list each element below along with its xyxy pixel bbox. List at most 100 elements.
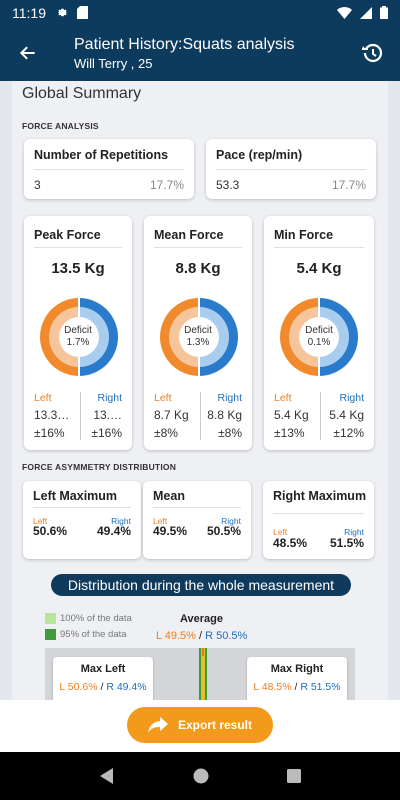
force-title: Min Force: [274, 228, 334, 242]
pace-value: 53.3: [216, 178, 240, 192]
asym-title: Left Maximum: [33, 489, 118, 503]
page-title: Patient History:Squats analysis: [74, 35, 295, 53]
column-separator: [80, 392, 81, 440]
right-header: Right: [339, 392, 364, 404]
left-percent: ±8%: [154, 426, 178, 440]
right-header: Right: [111, 516, 131, 526]
history-icon: [362, 43, 383, 63]
divider: [216, 169, 366, 170]
max-left-title: Max Left: [80, 663, 126, 675]
repetitions-value: 3: [34, 178, 41, 192]
right-header: Right: [344, 527, 364, 537]
left-percent: ±16%: [34, 426, 65, 440]
left-value: 50.6%: [33, 524, 68, 538]
legend-100-label: 100% of the data: [60, 613, 132, 624]
signal-icon: [360, 6, 372, 19]
content-area[interactable]: Global Summary FORCE ANALYSIS Number of …: [12, 81, 388, 700]
app-bar: Patient History:Squats analysis Will Ter…: [0, 25, 400, 81]
pace-title: Pace (rep/min): [216, 148, 303, 162]
distribution-100-band: [201, 648, 205, 700]
left-header: Left: [274, 392, 292, 404]
deficit-label: Deficit 1.7%: [64, 325, 92, 348]
right-header: Right: [221, 516, 241, 526]
right-percent: ±16%: [91, 426, 122, 440]
average-label: Average: [180, 613, 224, 625]
force-title: Peak Force: [34, 228, 101, 242]
pace-percent: 17.7%: [331, 178, 366, 192]
force-asymmetry-label: FORCE ASYMMETRY DISTRIBUTION: [22, 462, 177, 472]
battery-icon: [380, 6, 388, 19]
history-button[interactable]: [344, 25, 400, 81]
left-value: 5.4 Kg: [274, 408, 309, 422]
asym-title: Mean: [153, 489, 185, 503]
repetitions-title: Number of Repetitions: [34, 148, 169, 162]
column-separator: [200, 392, 201, 440]
deficit-label: Deficit 0.1%: [305, 325, 333, 348]
left-value: 13.3…: [34, 408, 70, 422]
max-right-title: Max Right: [270, 663, 324, 675]
legend-100: 100% of the data: [45, 613, 132, 624]
right-percent: ±8%: [218, 426, 242, 440]
legend-95-label: 95% of the data: [60, 629, 127, 640]
max-left-card: Max Left L 50.6% / R 49.4%: [53, 657, 153, 700]
left-header: Left: [34, 392, 52, 404]
force-title: Mean Force: [154, 228, 224, 242]
deficit-donut: [40, 298, 118, 376]
export-result-button[interactable]: Export result: [127, 707, 273, 743]
column-separator: [320, 392, 321, 440]
system-nav-bar: [0, 752, 400, 800]
force-value: 13.5 Kg: [51, 260, 105, 277]
divider: [33, 507, 131, 508]
min-force-card: Min Force 5.4 Kg Deficit 0.1% Left Right …: [264, 216, 374, 450]
right-value: 49.4%: [96, 524, 131, 538]
left-maximum-card: Left Maximum Left Right 50.6% 49.4%: [23, 481, 141, 559]
divider: [154, 247, 242, 248]
max-right-value: L 48.5% / R 51.5%: [253, 681, 341, 693]
legend-swatch-100: [45, 613, 56, 624]
divider: [34, 247, 122, 248]
repetitions-card: Number of Repetitions 3 17.7%: [24, 139, 194, 199]
back-button[interactable]: [0, 25, 56, 81]
mean-force-card: Mean Force 8.8 Kg Deficit 1.3% Left Right…: [144, 216, 252, 450]
divider: [34, 169, 184, 170]
right-percent: ±12%: [333, 426, 364, 440]
patient-subtitle: Will Terry , 25: [74, 55, 153, 71]
status-time: 11:19: [12, 4, 46, 21]
wifi-icon: [337, 6, 352, 19]
max-right-card: Max Right L 48.5% / R 51.5%: [247, 657, 347, 700]
left-header: Left: [273, 527, 288, 537]
status-bar: 11:19: [0, 0, 400, 25]
right-value: 50.5%: [206, 524, 241, 538]
right-value: 8.8 Kg: [207, 408, 242, 422]
nav-home-icon[interactable]: [193, 768, 209, 784]
left-value: 49.5%: [153, 524, 188, 538]
distribution-banner: Distribution during the whole measuremen…: [51, 574, 351, 596]
divider: [273, 513, 364, 514]
settings-icon: [57, 8, 68, 17]
right-value: 13.…: [93, 408, 122, 422]
right-maximum-card: Right Maximum Left Right 48.5% 51.5%: [263, 481, 374, 559]
right-value: 51.5%: [329, 536, 364, 550]
left-value: 8.7 Kg: [154, 408, 189, 422]
share-arrow-icon: [147, 717, 168, 733]
force-value: 5.4 Kg: [296, 260, 342, 277]
divider: [153, 507, 241, 508]
left-header: Left: [33, 516, 48, 526]
deficit-donut: [160, 298, 238, 376]
left-header: Left: [154, 392, 172, 404]
right-header: Right: [97, 392, 122, 404]
global-summary-heading: Global Summary: [22, 85, 142, 102]
left-percent: ±13%: [274, 426, 305, 440]
peak-force-card: Peak Force 13.5 Kg Deficit 1.7% Left Righ…: [24, 216, 132, 450]
export-label: Export result: [177, 718, 252, 732]
nav-recents-icon[interactable]: [287, 769, 301, 783]
arrow-left-icon: [19, 46, 35, 60]
right-value: 5.4 Kg: [329, 408, 364, 422]
legend-swatch-95: [45, 629, 56, 640]
sd-card-icon: [77, 6, 88, 19]
left-value: 48.5%: [273, 536, 308, 550]
mean-asym-card: Mean Left Right 49.5% 50.5%: [143, 481, 251, 559]
average-marker: [202, 648, 204, 656]
max-left-value: L 50.6% / R 49.4%: [59, 681, 147, 693]
nav-back-icon[interactable]: [99, 768, 115, 784]
